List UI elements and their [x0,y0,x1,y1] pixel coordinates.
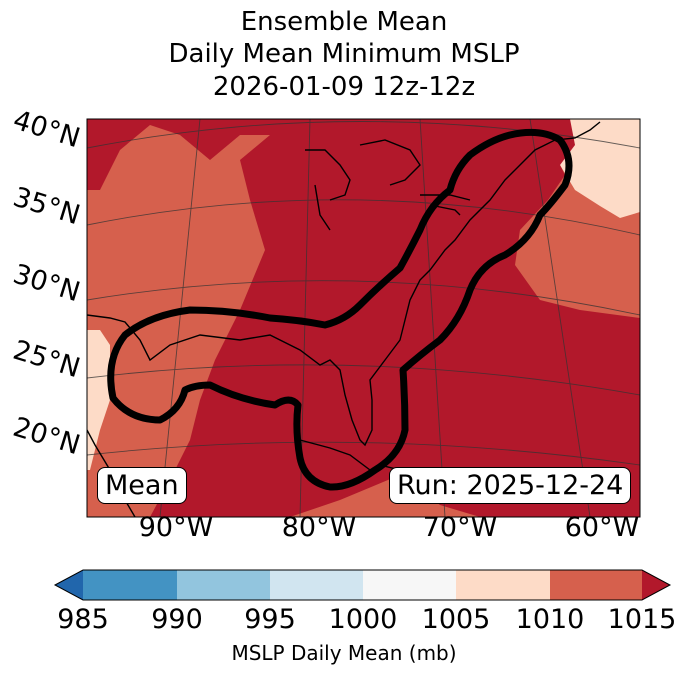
colorbar-extend-high [642,570,670,600]
map-plot [87,119,640,517]
colorbar-tick-1010: 1010 [515,604,585,635]
colorbar-tick-990: 990 [151,604,203,635]
colorbar-outline [53,569,672,601]
title-line-2: Daily Mean Minimum MSLP [168,39,520,69]
colorbar-tick-985: 985 [57,604,109,635]
lon-label-80w: 80°W [281,512,357,543]
colorbar-tick-1015: 1015 [607,604,677,635]
colorbar-bin-990-995 [177,570,270,600]
run-date-box: Run: 2025-12-24 [389,467,632,504]
lon-label-90w: 90°W [138,512,214,543]
colorbar-tick-1005: 1005 [421,604,491,635]
pressure-field-1005-west [87,330,110,470]
colorbar-tick-995: 995 [244,604,296,635]
pressure-field-1005-northeast [560,119,640,218]
colorbar-bin-1005-1010 [456,570,550,600]
title-line-3: 2026-01-09 12z-12z [212,72,476,102]
colorbar-bin-1010-1015 [550,570,642,600]
colorbar-bin-985-990 [83,570,177,600]
map-frame [86,118,641,518]
ensemble-outline [107,128,573,491]
colorbar-bin-1000-1005 [363,570,456,600]
lon-label-70w: 70°W [422,512,498,543]
title-line-1: Ensemble Mean [240,7,448,37]
colorbar-bin-995-1000 [270,570,363,600]
colorbar-tick-1000: 1000 [328,604,398,635]
lon-label-60w: 60°W [564,512,640,543]
colorbar-label: MSLP Daily Mean (mb) [231,641,457,665]
colorbar-extend-low [55,570,83,600]
mean-label-box: Mean [97,467,187,504]
colorbar [53,569,672,601]
pressure-field-1015 [87,119,640,517]
